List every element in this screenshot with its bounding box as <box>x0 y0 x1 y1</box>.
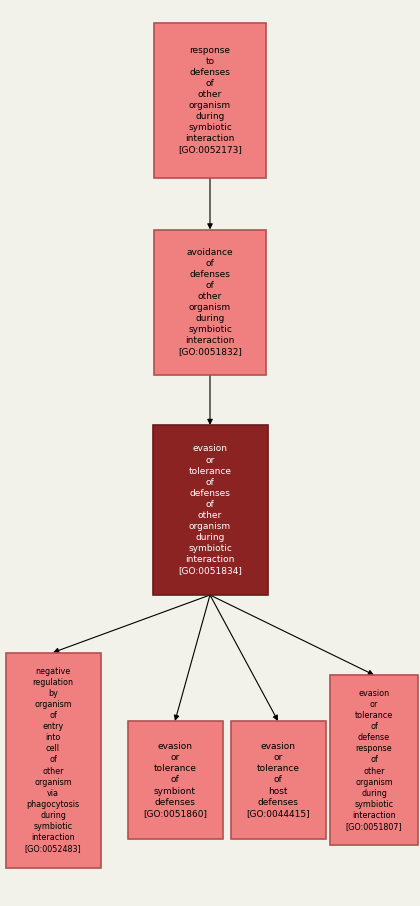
Text: response
to
defenses
of
other
organism
during
symbiotic
interaction
[GO:0052173]: response to defenses of other organism d… <box>178 45 242 154</box>
Text: negative
regulation
by
organism
of
entry
into
cell
of
other
organism
via
phagocy: negative regulation by organism of entry… <box>25 667 81 853</box>
FancyBboxPatch shape <box>5 652 100 868</box>
FancyBboxPatch shape <box>231 721 326 839</box>
FancyBboxPatch shape <box>154 23 266 178</box>
Text: avoidance
of
defenses
of
other
organism
during
symbiotic
interaction
[GO:0051832: avoidance of defenses of other organism … <box>178 247 242 356</box>
Text: evasion
or
tolerance
of
defenses
of
other
organism
during
symbiotic
interaction
: evasion or tolerance of defenses of othe… <box>178 445 242 575</box>
FancyBboxPatch shape <box>154 229 266 374</box>
FancyBboxPatch shape <box>152 425 268 595</box>
FancyBboxPatch shape <box>128 721 223 839</box>
Text: evasion
or
tolerance
of
symbiont
defenses
[GO:0051860]: evasion or tolerance of symbiont defense… <box>143 742 207 818</box>
FancyBboxPatch shape <box>330 675 418 845</box>
Text: evasion
or
tolerance
of
defense
response
of
other
organism
during
symbiotic
inte: evasion or tolerance of defense response… <box>346 689 402 831</box>
Text: evasion
or
tolerance
of
host
defenses
[GO:0044415]: evasion or tolerance of host defenses [G… <box>246 742 310 818</box>
